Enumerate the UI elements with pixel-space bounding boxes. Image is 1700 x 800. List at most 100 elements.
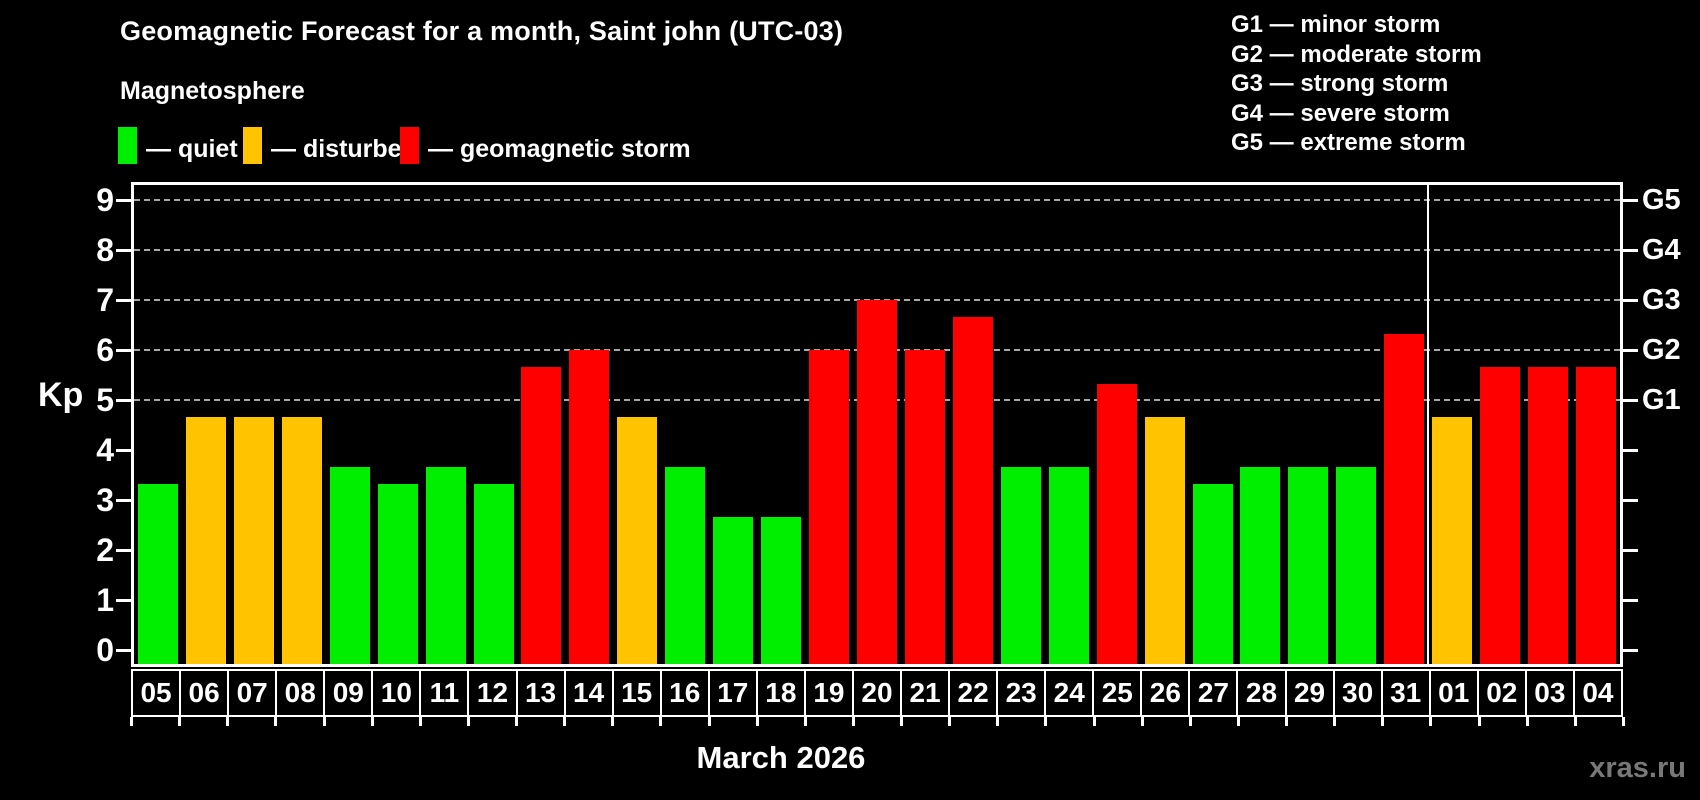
x-subtick-18 xyxy=(996,717,1000,726)
bar-day-06 xyxy=(185,416,226,664)
bar-day-12 xyxy=(473,483,514,664)
y-tick-6 xyxy=(116,349,131,352)
bar-day-31 xyxy=(1384,333,1425,664)
y-tick-label-2: 2 xyxy=(96,532,114,568)
y-tick-1 xyxy=(116,599,131,602)
y-tick-label-0: 0 xyxy=(96,632,114,668)
day-label-12: 12 xyxy=(467,669,518,717)
bar-day-08 xyxy=(281,416,322,664)
day-label-02: 02 xyxy=(1476,669,1527,717)
right-tick-1 xyxy=(1623,599,1638,602)
x-subtick-24 xyxy=(1285,717,1289,726)
y-tick-label-8: 8 xyxy=(96,232,114,268)
x-subtick-10 xyxy=(611,717,615,726)
bar-day-13 xyxy=(521,366,562,664)
y-tick-label-7: 7 xyxy=(96,282,114,318)
plot-area xyxy=(131,182,1623,667)
bar-day-02 xyxy=(1480,366,1521,664)
x-subtick-31 xyxy=(1622,717,1625,726)
bar-day-07 xyxy=(233,416,274,664)
bar-day-04 xyxy=(1576,366,1617,664)
gridline-kp-9 xyxy=(134,199,1620,201)
day-label-11: 11 xyxy=(419,669,470,717)
y-tick-label-3: 3 xyxy=(96,482,114,518)
day-label-03: 03 xyxy=(1524,669,1575,717)
x-subtick-27 xyxy=(1429,717,1433,726)
chart-title: Geomagnetic Forecast for a month, Saint … xyxy=(120,16,844,46)
y-tick-label-5: 5 xyxy=(96,382,114,418)
x-subtick-20 xyxy=(1092,717,1096,726)
day-label-15: 15 xyxy=(611,669,662,717)
right-tick-4 xyxy=(1623,449,1638,452)
disturbed-legend-label: — disturbed xyxy=(271,135,417,163)
bar-day-15 xyxy=(617,416,658,664)
bar-day-29 xyxy=(1288,466,1329,664)
disturbed-swatch xyxy=(243,127,262,164)
x-subtick-0 xyxy=(130,717,133,726)
day-label-26: 26 xyxy=(1140,669,1191,717)
bar-day-21 xyxy=(904,350,945,664)
day-label-24: 24 xyxy=(1044,669,1095,717)
right-tick-3 xyxy=(1623,499,1638,502)
day-label-18: 18 xyxy=(755,669,806,717)
y-tick-5 xyxy=(116,399,131,402)
day-label-row: 05 06 07 08 09 10 11 12 13 14 15 16 17 18 19 20 21 22 23 24… xyxy=(131,669,1623,717)
y-tick-0 xyxy=(116,649,131,652)
y-tick-2 xyxy=(116,549,131,552)
g4-legend-line: G4 — severe storm xyxy=(1231,99,1450,127)
g3-legend-line: G3 — strong storm xyxy=(1231,70,1449,98)
day-label-05: 05 xyxy=(131,669,182,717)
right-tick-0 xyxy=(1623,649,1638,652)
y-tick-7 xyxy=(116,299,131,302)
x-subtick-19 xyxy=(1044,717,1048,726)
x-subtick-22 xyxy=(1188,717,1192,726)
bar-day-28 xyxy=(1240,466,1281,664)
day-label-14: 14 xyxy=(563,669,614,717)
day-label-25: 25 xyxy=(1092,669,1143,717)
day-label-17: 17 xyxy=(707,669,758,717)
bar-day-10 xyxy=(377,483,418,664)
x-subtick-29 xyxy=(1525,717,1529,726)
right-tick-6 xyxy=(1623,349,1638,352)
watermark: xras.ru xyxy=(1589,752,1686,784)
y-tick-4 xyxy=(116,449,131,452)
y-tick-label-6: 6 xyxy=(96,332,114,368)
y-tick-label-9: 9 xyxy=(96,182,114,218)
right-tick-8 xyxy=(1623,249,1638,252)
x-subtick-21 xyxy=(1140,717,1144,726)
quiet-legend-label: — quiet xyxy=(146,135,238,163)
right-axis-label-g4: G4 xyxy=(1642,234,1681,266)
storm-swatch xyxy=(400,127,419,164)
storm-legend-label: — geomagnetic storm xyxy=(428,135,691,163)
magnetosphere-label: Magnetosphere xyxy=(120,77,305,105)
day-label-30: 30 xyxy=(1332,669,1383,717)
bar-day-20 xyxy=(857,300,897,664)
day-label-28: 28 xyxy=(1236,669,1287,717)
bar-day-19 xyxy=(809,350,850,664)
bar-day-22 xyxy=(952,316,993,664)
g-scale-legend: G1 — minor storm G2 — moderate storm G3 … xyxy=(1231,10,1482,158)
day-label-31: 31 xyxy=(1380,669,1431,717)
bar-day-05 xyxy=(137,483,178,664)
month-separator-line xyxy=(1427,185,1430,664)
x-subtick-6 xyxy=(418,717,422,726)
x-subtick-12 xyxy=(707,717,711,726)
x-subtick-14 xyxy=(803,717,807,726)
bar-day-17 xyxy=(713,516,754,664)
bar-day-01 xyxy=(1432,416,1473,664)
x-subtick-11 xyxy=(659,717,663,726)
bar-day-09 xyxy=(329,466,370,664)
x-subtick-4 xyxy=(322,717,326,726)
bar-day-11 xyxy=(425,466,466,664)
day-label-09: 09 xyxy=(323,669,374,717)
right-tick-5 xyxy=(1623,399,1638,402)
x-subtick-26 xyxy=(1381,717,1385,726)
bar-day-14 xyxy=(569,350,610,664)
day-label-07: 07 xyxy=(227,669,278,717)
right-tick-2 xyxy=(1623,549,1638,552)
g1-legend-line: G1 — minor storm xyxy=(1231,11,1441,38)
x-subtick-13 xyxy=(755,717,759,726)
x-subtick-1 xyxy=(178,717,182,726)
x-subtick-23 xyxy=(1236,717,1240,726)
